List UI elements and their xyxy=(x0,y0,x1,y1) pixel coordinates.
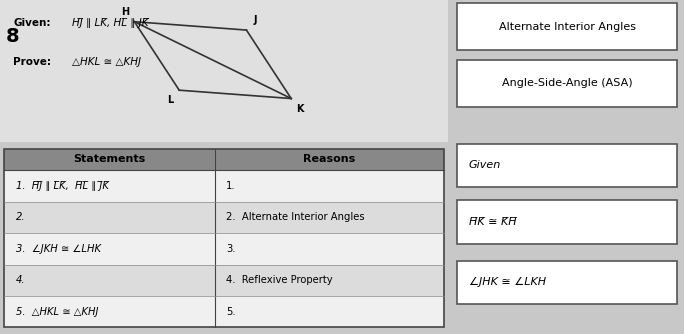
Bar xyxy=(457,261,677,304)
Text: K: K xyxy=(296,104,304,114)
Bar xyxy=(215,265,443,296)
Text: H: H xyxy=(121,7,129,17)
Bar xyxy=(5,149,443,327)
Text: Given: Given xyxy=(469,160,501,170)
Text: 3.: 3. xyxy=(226,244,236,254)
Bar xyxy=(0,0,448,142)
Text: 5.: 5. xyxy=(226,307,236,317)
Text: Reasons: Reasons xyxy=(303,155,356,164)
Text: Alternate Interior Angles: Alternate Interior Angles xyxy=(499,22,635,32)
Text: J: J xyxy=(254,15,257,25)
Bar xyxy=(457,3,677,50)
Text: 1.: 1. xyxy=(226,181,236,191)
Bar xyxy=(5,149,443,170)
Text: 8: 8 xyxy=(5,27,19,46)
Text: Prove:: Prove: xyxy=(14,57,51,67)
Bar xyxy=(5,149,443,327)
Text: 1.  H̅J̅ ∥ L̅K̅,  H̅L̅ ∥ J̅K̅: 1. H̅J̅ ∥ L̅K̅, H̅L̅ ∥ J̅K̅ xyxy=(16,181,109,191)
Text: 5.  △HKL ≅ △KHJ: 5. △HKL ≅ △KHJ xyxy=(16,307,98,317)
Bar xyxy=(5,202,215,233)
Bar xyxy=(5,265,215,296)
Bar xyxy=(5,170,215,202)
Text: Given:: Given: xyxy=(14,18,51,28)
Text: Statements: Statements xyxy=(74,155,146,164)
Text: 4.  Reflexive Property: 4. Reflexive Property xyxy=(226,275,333,285)
Bar xyxy=(215,233,443,265)
Bar xyxy=(457,200,677,244)
Text: L: L xyxy=(167,95,173,105)
Text: Angle-Side-Angle (ASA): Angle-Side-Angle (ASA) xyxy=(502,78,632,89)
Text: H̅K̅ ≅ K̅H̅: H̅K̅ ≅ K̅H̅ xyxy=(469,217,516,227)
Bar xyxy=(215,202,443,233)
Text: 2.  Alternate Interior Angles: 2. Alternate Interior Angles xyxy=(226,212,365,222)
Bar xyxy=(215,170,443,202)
Text: 3.  ∠JKH ≅ ∠LHK: 3. ∠JKH ≅ ∠LHK xyxy=(16,244,101,254)
Text: 2.: 2. xyxy=(16,212,25,222)
Text: HJ̅ ∥ LK̅, HL̅ ∥ JK̅: HJ̅ ∥ LK̅, HL̅ ∥ JK̅ xyxy=(72,18,148,28)
Text: △HKL ≅ △KHJ: △HKL ≅ △KHJ xyxy=(72,57,141,67)
Text: ∠JHK ≅ ∠LKH: ∠JHK ≅ ∠LKH xyxy=(469,277,546,287)
Bar xyxy=(5,233,215,265)
Bar xyxy=(457,60,677,107)
Bar xyxy=(457,144,677,187)
Text: 4.: 4. xyxy=(16,275,25,285)
Bar xyxy=(5,296,215,327)
Bar xyxy=(215,296,443,327)
